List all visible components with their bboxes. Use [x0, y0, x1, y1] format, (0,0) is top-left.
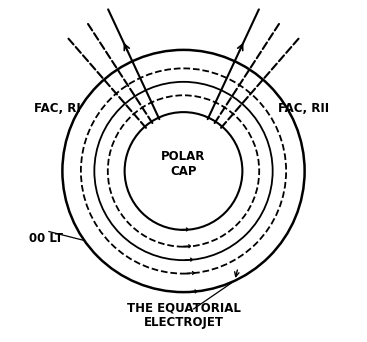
- Text: FAC, RI: FAC, RI: [34, 102, 80, 115]
- Text: 00 LT: 00 LT: [29, 232, 63, 245]
- Text: POLAR
CAP: POLAR CAP: [161, 150, 206, 178]
- Text: THE EQUATORIAL
ELECTROJET: THE EQUATORIAL ELECTROJET: [127, 301, 240, 329]
- Text: FAC, RII: FAC, RII: [278, 102, 329, 115]
